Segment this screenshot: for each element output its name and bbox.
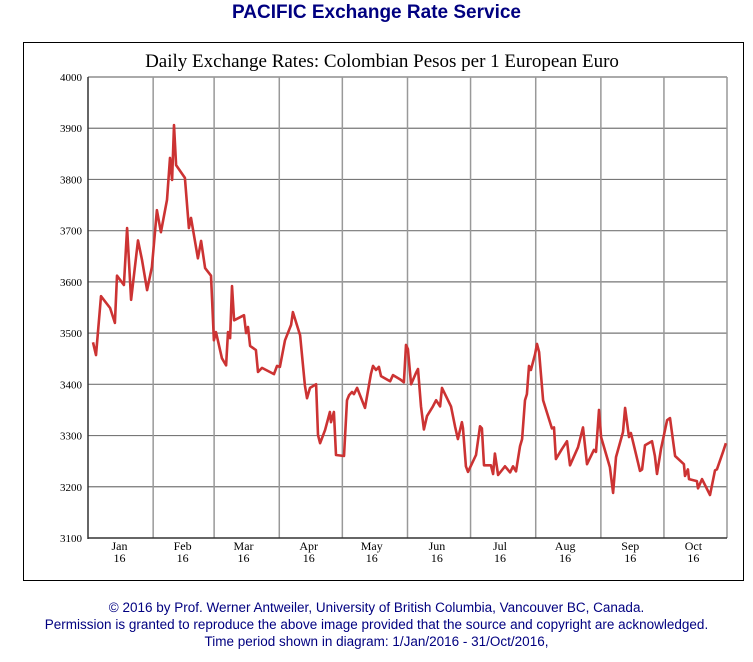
x-tick-label-month: Jul [493,539,508,553]
y-tick-label: 3100 [60,533,83,545]
x-tick-label-month: Jan [112,539,128,553]
y-axis-labels: 3100 3200 3300 3400 3500 3600 3700 3800 3900 4000 [60,72,83,545]
y-tick-label: 3300 [60,431,83,443]
x-tick-label-month: Mar [234,539,254,553]
y-tick-label: 3600 [60,277,83,289]
time-period-line: Time period shown in diagram: 1/Jan/2016… [204,634,549,649]
x-tick-label-year: 16 [177,551,189,565]
x-tick-label-month: Oct [685,539,703,553]
x-tick-label-year: 16 [114,551,126,565]
y-tick-label: 3700 [60,226,83,238]
copyright-line: © 2016 by Prof. Werner Antweiler, Univer… [108,600,645,615]
x-tick-label-year: 16 [431,551,443,565]
x-tick-label-year: 16 [624,551,636,565]
x-tick-label-month: Sep [621,539,639,553]
x-axis-labels: Jan16Feb16Mar16Apr16May16Jun16Jul16Aug16… [112,539,703,565]
x-tick-label-year: 16 [687,551,699,565]
y-tick-label: 3200 [60,482,83,494]
permission-line: Permission is granted to reproduce the a… [44,617,709,632]
grid [88,76,728,538]
x-tick-label-year: 16 [366,551,378,565]
chart-title: Daily Exchange Rates: Colombian Pesos pe… [145,51,619,72]
x-tick-label-month: May [361,539,383,553]
x-tick-label-month: Jun [429,539,446,553]
y-tick-label: 3400 [60,379,83,391]
chart-frame [23,42,744,581]
y-tick-label: 3800 [60,174,83,186]
x-tick-label-year: 16 [559,551,571,565]
x-tick-label-month: Apr [299,539,318,553]
x-tick-label-year: 16 [494,551,506,565]
axes [87,77,727,539]
series-line-eur-cop [91,123,728,497]
y-tick-label: 4000 [60,72,83,84]
x-tick-label-year: 16 [238,551,250,565]
x-tick-label-month: Aug [555,539,576,553]
page-title: PACIFIC Exchange Rate Service [232,2,521,23]
y-tick-label: 3900 [60,123,83,135]
y-tick-label: 3500 [60,328,83,340]
x-tick-label-year: 16 [303,551,315,565]
x-tick-label-month: Feb [174,539,192,553]
